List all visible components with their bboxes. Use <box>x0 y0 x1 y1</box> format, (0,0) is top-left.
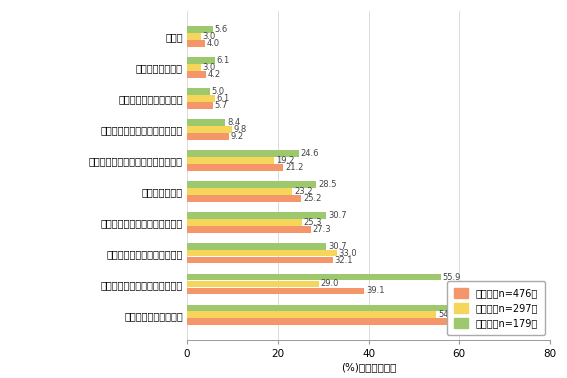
Bar <box>187 288 365 294</box>
Bar <box>187 102 213 109</box>
Text: 30.7: 30.7 <box>328 211 347 220</box>
Bar <box>187 126 231 133</box>
Bar <box>187 305 503 311</box>
Text: 27.3: 27.3 <box>313 225 331 234</box>
Text: 28.5: 28.5 <box>318 180 337 189</box>
Bar <box>187 119 225 126</box>
Bar <box>187 64 201 71</box>
Bar <box>187 88 210 95</box>
Bar <box>187 71 206 78</box>
Text: 3.0: 3.0 <box>202 32 216 41</box>
Text: 6.1: 6.1 <box>217 94 230 103</box>
Text: 23.2: 23.2 <box>294 187 312 196</box>
X-axis label: (%)（複数回答）: (%)（複数回答） <box>341 362 396 372</box>
Text: 9.2: 9.2 <box>231 132 244 141</box>
Text: 5.0: 5.0 <box>211 87 225 96</box>
Bar <box>187 243 327 249</box>
Bar <box>187 181 316 187</box>
Bar <box>187 274 441 280</box>
Bar <box>187 188 293 195</box>
Bar <box>187 57 215 64</box>
Bar <box>187 33 201 40</box>
Text: 30.7: 30.7 <box>328 242 347 251</box>
Bar <box>187 133 229 140</box>
Legend: 総　数（n=476）, 男　性（n=297）, 女　性（n=179）: 総 数（n=476）, 男 性（n=297）, 女 性（n=179） <box>447 281 545 335</box>
Text: 54.9: 54.9 <box>438 310 456 319</box>
Text: 55.9: 55.9 <box>442 273 461 282</box>
Text: 4.2: 4.2 <box>208 70 221 79</box>
Bar <box>187 219 302 226</box>
Bar <box>187 150 299 157</box>
Text: 3.0: 3.0 <box>202 63 216 72</box>
Text: 19.2: 19.2 <box>276 156 294 165</box>
Text: 29.0: 29.0 <box>320 279 339 288</box>
Bar <box>187 249 337 256</box>
Bar <box>187 195 302 201</box>
Bar <box>187 212 327 218</box>
Text: 25.2: 25.2 <box>303 194 321 203</box>
Bar <box>187 257 333 263</box>
Bar <box>187 226 311 232</box>
Bar <box>187 26 213 33</box>
Text: 24.6: 24.6 <box>301 149 319 158</box>
Text: 6.1: 6.1 <box>217 56 230 65</box>
Bar <box>187 318 462 325</box>
Text: 60.5: 60.5 <box>463 318 482 326</box>
Bar <box>187 164 284 171</box>
Text: 25.3: 25.3 <box>304 218 322 227</box>
Text: 4.0: 4.0 <box>207 39 220 48</box>
Bar <box>187 280 319 287</box>
Text: 32.1: 32.1 <box>335 256 353 265</box>
Bar <box>187 311 436 318</box>
Text: 21.2: 21.2 <box>285 163 303 172</box>
Text: 5.7: 5.7 <box>215 101 228 110</box>
Text: 5.6: 5.6 <box>214 25 227 34</box>
Text: 8.4: 8.4 <box>227 118 240 127</box>
Text: 9.8: 9.8 <box>234 125 247 134</box>
Text: 39.1: 39.1 <box>366 287 385 296</box>
Text: 69.8: 69.8 <box>506 304 524 313</box>
Text: 33.0: 33.0 <box>338 249 357 257</box>
Bar <box>187 95 215 102</box>
Bar <box>187 40 205 47</box>
Bar <box>187 157 274 164</box>
